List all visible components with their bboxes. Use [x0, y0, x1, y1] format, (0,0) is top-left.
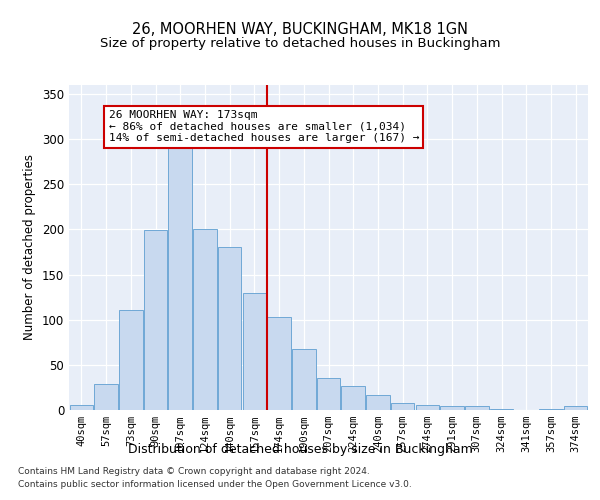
Bar [268, 317, 291, 410]
Bar [366, 394, 389, 410]
Bar [539, 409, 563, 410]
Bar [242, 292, 266, 410]
Bar [218, 246, 241, 410]
Text: 26 MOORHEN WAY: 173sqm
← 86% of detached houses are smaller (1,034)
14% of semi-: 26 MOORHEN WAY: 173sqm ← 86% of detached… [109, 110, 419, 144]
Bar [144, 230, 167, 410]
Bar [341, 386, 365, 410]
Bar [70, 404, 93, 410]
Text: Distribution of detached houses by size in Buckingham: Distribution of detached houses by size … [128, 442, 472, 456]
Bar [169, 144, 192, 410]
Bar [465, 406, 488, 410]
Bar [416, 406, 439, 410]
Bar [564, 406, 587, 410]
Bar [292, 348, 316, 410]
Bar [193, 230, 217, 410]
Bar [317, 378, 340, 410]
Bar [94, 384, 118, 410]
Text: Size of property relative to detached houses in Buckingham: Size of property relative to detached ho… [100, 38, 500, 51]
Text: 26, MOORHEN WAY, BUCKINGHAM, MK18 1GN: 26, MOORHEN WAY, BUCKINGHAM, MK18 1GN [132, 22, 468, 38]
Bar [119, 310, 143, 410]
Text: Contains HM Land Registry data © Crown copyright and database right 2024.: Contains HM Land Registry data © Crown c… [18, 468, 370, 476]
Text: Contains public sector information licensed under the Open Government Licence v3: Contains public sector information licen… [18, 480, 412, 489]
Bar [391, 403, 415, 410]
Bar [440, 406, 464, 410]
Y-axis label: Number of detached properties: Number of detached properties [23, 154, 37, 340]
Bar [490, 409, 513, 410]
